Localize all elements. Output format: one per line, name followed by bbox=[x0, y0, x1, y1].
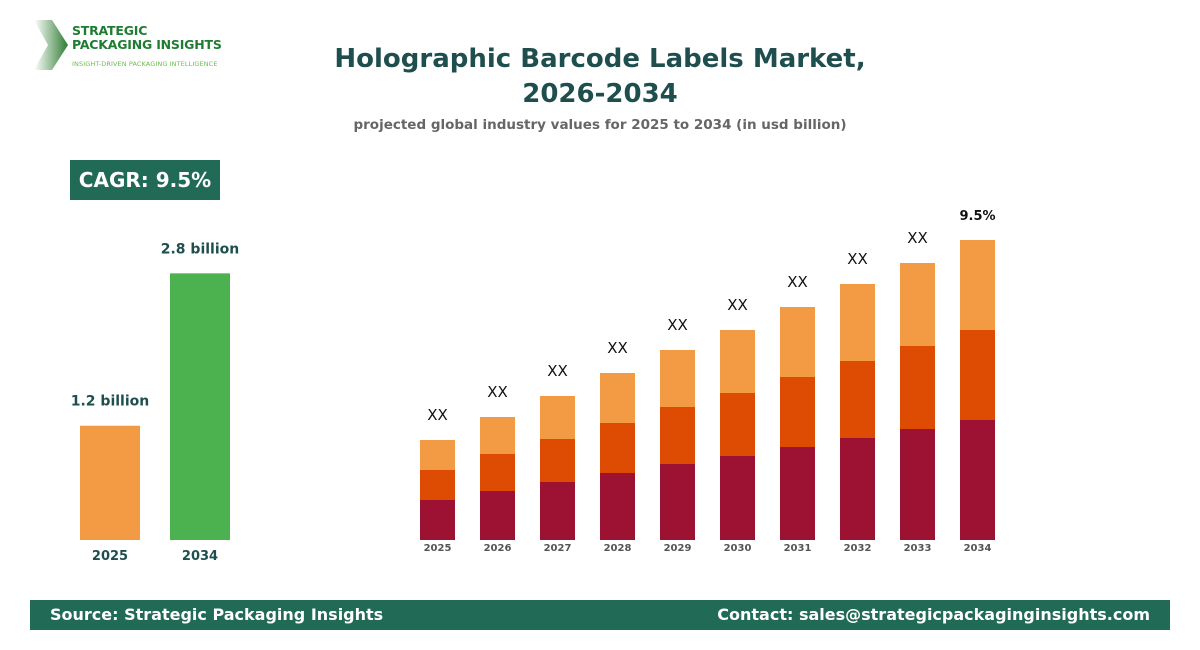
logo-line2: PACKAGING INSIGHTS bbox=[72, 37, 222, 52]
bar-segment-2027-1 bbox=[540, 439, 575, 482]
bar-segment-2029-0 bbox=[660, 464, 695, 540]
bar-segment-2028-1 bbox=[600, 423, 635, 473]
x-tick-2025: 2025 bbox=[424, 543, 452, 554]
bar-segment-2028-2 bbox=[600, 373, 635, 423]
x-tick-2026: 2026 bbox=[484, 543, 512, 554]
bar-segment-2025-2 bbox=[420, 440, 455, 470]
bar-segment-2027-2 bbox=[540, 396, 575, 439]
logo-chevron-icon bbox=[34, 20, 68, 70]
bar-segment-2028-0 bbox=[600, 473, 635, 540]
bar-segment-2033-0 bbox=[900, 429, 935, 540]
x-tick-2034: 2034 bbox=[182, 549, 218, 564]
logo-tagline: INSIGHT-DRIVEN PACKAGING INTELLIGENCE bbox=[72, 60, 218, 68]
bar-segment-2034-1 bbox=[960, 330, 995, 420]
x-tick-2027: 2027 bbox=[544, 543, 572, 554]
logo-text: STRATEGIC PACKAGING INSIGHTS bbox=[72, 24, 222, 52]
chart-title: Holographic Barcode Labels Market, 2026-… bbox=[300, 42, 900, 112]
x-tick-2034: 2034 bbox=[964, 543, 992, 554]
bar-segment-2029-2 bbox=[660, 350, 695, 407]
bar-segment-2031-0 bbox=[780, 447, 815, 540]
bar-segment-2031-1 bbox=[780, 377, 815, 447]
data-label-2027: XX bbox=[547, 362, 568, 380]
title-line2: 2026-2034 bbox=[522, 79, 678, 109]
logo-line1: STRATEGIC bbox=[72, 23, 148, 38]
x-tick-2032: 2032 bbox=[844, 543, 872, 554]
bar-segment-2030-1 bbox=[720, 393, 755, 456]
bar-segment-2030-2 bbox=[720, 330, 755, 393]
bar-segment-2029-1 bbox=[660, 407, 695, 464]
x-tick-2030: 2030 bbox=[724, 543, 752, 554]
bar-segment-2025-0 bbox=[420, 500, 455, 540]
x-tick-2029: 2029 bbox=[664, 543, 692, 554]
data-label-2028: XX bbox=[607, 339, 628, 357]
bar-2025 bbox=[80, 425, 140, 540]
chart-subtitle: projected global industry values for 202… bbox=[353, 117, 847, 133]
data-label-2025: 1.2 billion bbox=[71, 394, 149, 410]
bar-segment-2032-2 bbox=[840, 284, 875, 361]
data-label-2026: XX bbox=[487, 383, 508, 401]
footer-bar: Source: Strategic Packaging Insights Con… bbox=[30, 600, 1170, 630]
data-label-2031: XX bbox=[787, 273, 808, 291]
data-label-2034: 9.5% bbox=[959, 209, 995, 224]
data-label-2032: XX bbox=[847, 250, 868, 268]
x-tick-2031: 2031 bbox=[784, 543, 812, 554]
bar-segment-2033-1 bbox=[900, 346, 935, 429]
bar-segment-2026-2 bbox=[480, 417, 515, 454]
bar-segment-2032-1 bbox=[840, 361, 875, 438]
cagr-badge: CAGR: 9.5% bbox=[70, 160, 220, 200]
x-tick-2025: 2025 bbox=[92, 549, 128, 564]
x-tick-2028: 2028 bbox=[604, 543, 632, 554]
data-label-2034: 2.8 billion bbox=[161, 241, 239, 257]
bar-segment-2034-2 bbox=[960, 240, 995, 330]
x-tick-2033: 2033 bbox=[904, 543, 932, 554]
data-label-2029: XX bbox=[667, 316, 688, 334]
data-label-2025: XX bbox=[427, 406, 448, 424]
bar-segment-2026-1 bbox=[480, 454, 515, 491]
source-text: Source: Strategic Packaging Insights bbox=[50, 605, 384, 624]
bar-2034 bbox=[170, 273, 230, 540]
bar-segment-2031-2 bbox=[780, 307, 815, 377]
data-label-2030: XX bbox=[727, 296, 748, 314]
data-label-2033: XX bbox=[907, 229, 928, 247]
bar-segment-2032-0 bbox=[840, 438, 875, 540]
bar-segment-2033-2 bbox=[900, 263, 935, 346]
charts: 1.2 billion 2025 2.8 billion 2034 XX 2025 XX 20… bbox=[71, 209, 996, 564]
contact-text[interactable]: Contact: sales@strategicpackaginginsight… bbox=[717, 605, 1150, 624]
bar-segment-2027-0 bbox=[540, 482, 575, 540]
bar-segment-2025-1 bbox=[420, 470, 455, 500]
bar-segment-2030-0 bbox=[720, 456, 755, 540]
title-line1: Holographic Barcode Labels Market, bbox=[334, 44, 866, 74]
bar-segment-2034-0 bbox=[960, 420, 995, 540]
bar-segment-2026-0 bbox=[480, 491, 515, 540]
